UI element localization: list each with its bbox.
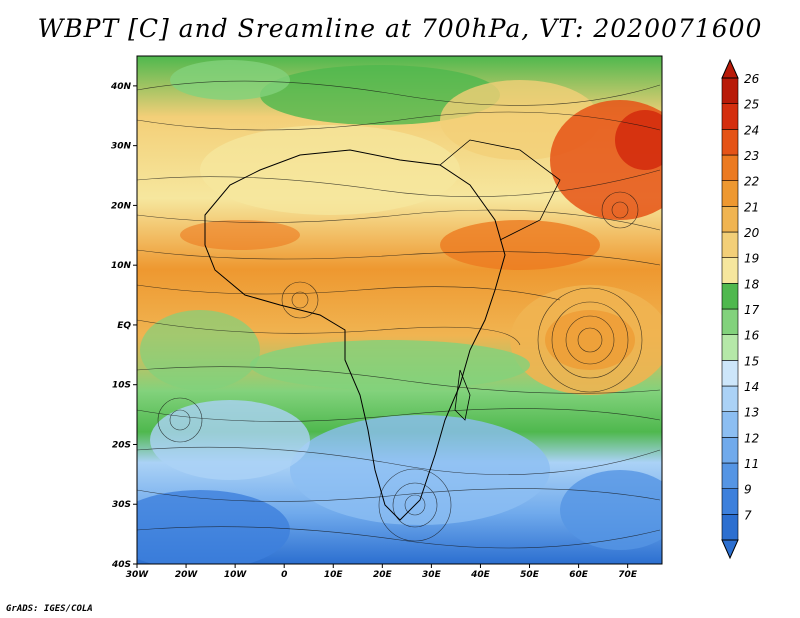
colorbar-label: 13 xyxy=(744,406,759,420)
lon-label: 10E xyxy=(324,570,344,580)
colorbar-label: 15 xyxy=(744,354,759,368)
lon-label: 30W xyxy=(126,570,150,580)
lon-label: 40E xyxy=(470,570,491,580)
colorbar-label: 21 xyxy=(744,200,759,214)
colorbar-segment xyxy=(721,283,739,310)
colorbar-segment xyxy=(721,231,739,258)
lat-label: 20S xyxy=(112,440,131,450)
lon-label: 20W xyxy=(175,570,199,580)
colorbar-segment xyxy=(721,360,739,387)
grads-credit: GrADS: IGES/COLA xyxy=(6,604,93,614)
colorbar-segment xyxy=(721,257,739,284)
lat-label: 20N xyxy=(111,201,132,211)
colorbar-segment xyxy=(721,129,739,156)
colorbar-label: 12 xyxy=(744,431,759,445)
lon-label: 20E xyxy=(373,570,393,580)
colorbar-segment xyxy=(721,103,739,130)
colorbar-label: 26 xyxy=(744,72,760,86)
colorbar-label: 19 xyxy=(744,252,759,266)
map-plot-area xyxy=(137,56,662,564)
lon-label: 70E xyxy=(618,570,638,580)
colorbar-segment xyxy=(721,488,739,515)
lon-label: 30E xyxy=(422,570,442,580)
lon-label: 50E xyxy=(520,570,540,580)
colorbar-segment xyxy=(721,385,739,412)
lon-label: 60E xyxy=(569,570,589,580)
colorbar-segment xyxy=(721,77,739,104)
colorbar-segment xyxy=(721,334,739,361)
colorbar-segment xyxy=(721,514,739,541)
colorbar-label: 14 xyxy=(744,380,759,394)
lat-label: 10N xyxy=(111,261,132,271)
latitude-labels: 40N 30N 20N 10N EQ 10S 20S 30S 40S xyxy=(110,82,137,570)
chart-title: WBPT [C] and Sreamline at 700hPa, VT: 20… xyxy=(37,14,763,43)
colorbar-label: 23 xyxy=(744,149,759,163)
colorbar-label: 20 xyxy=(744,226,760,240)
map-frame xyxy=(136,55,663,565)
colorbar-label: 16 xyxy=(744,329,760,343)
africa-coastline xyxy=(204,149,506,521)
colorbar-label: 25 xyxy=(744,98,759,112)
colorbar-label: 18 xyxy=(744,277,760,291)
lat-label: 10S xyxy=(112,381,131,391)
colorbar-label: 22 xyxy=(744,175,759,189)
colorbar-segment xyxy=(721,206,739,233)
lon-label: 10W xyxy=(224,570,248,580)
colorbar-label: 9 xyxy=(744,483,752,497)
lat-label: 30N xyxy=(111,142,132,152)
colorbar: 7 9 11 12 13 14 15 16 17 18 19 20 21 22 23 24 25 26 xyxy=(721,58,760,560)
colorbar-label: 11 xyxy=(744,457,759,471)
colorbar-label: 7 xyxy=(744,508,752,522)
colorbar-segment xyxy=(721,437,739,464)
lat-label: 30S xyxy=(112,500,131,510)
lat-label: 40N xyxy=(110,82,132,92)
colorbar-label: 24 xyxy=(744,123,759,137)
colorbar-max-arrow xyxy=(721,58,739,79)
lat-label: 40S xyxy=(111,560,131,570)
lat-label: EQ xyxy=(117,321,131,331)
lon-label: 0 xyxy=(281,570,287,580)
colorbar-segment xyxy=(721,411,739,438)
longitude-labels: 30W 20W 10W 0 10E 20E 30E 40E 50E 60E 70E xyxy=(126,564,638,580)
colorbar-segment xyxy=(721,462,739,489)
colorbar-label: 17 xyxy=(744,303,760,317)
colorbar-segment xyxy=(721,180,739,207)
colorbar-segment xyxy=(721,308,739,335)
colorbar-segment xyxy=(721,154,739,181)
colorbar-min-arrow xyxy=(721,539,739,560)
